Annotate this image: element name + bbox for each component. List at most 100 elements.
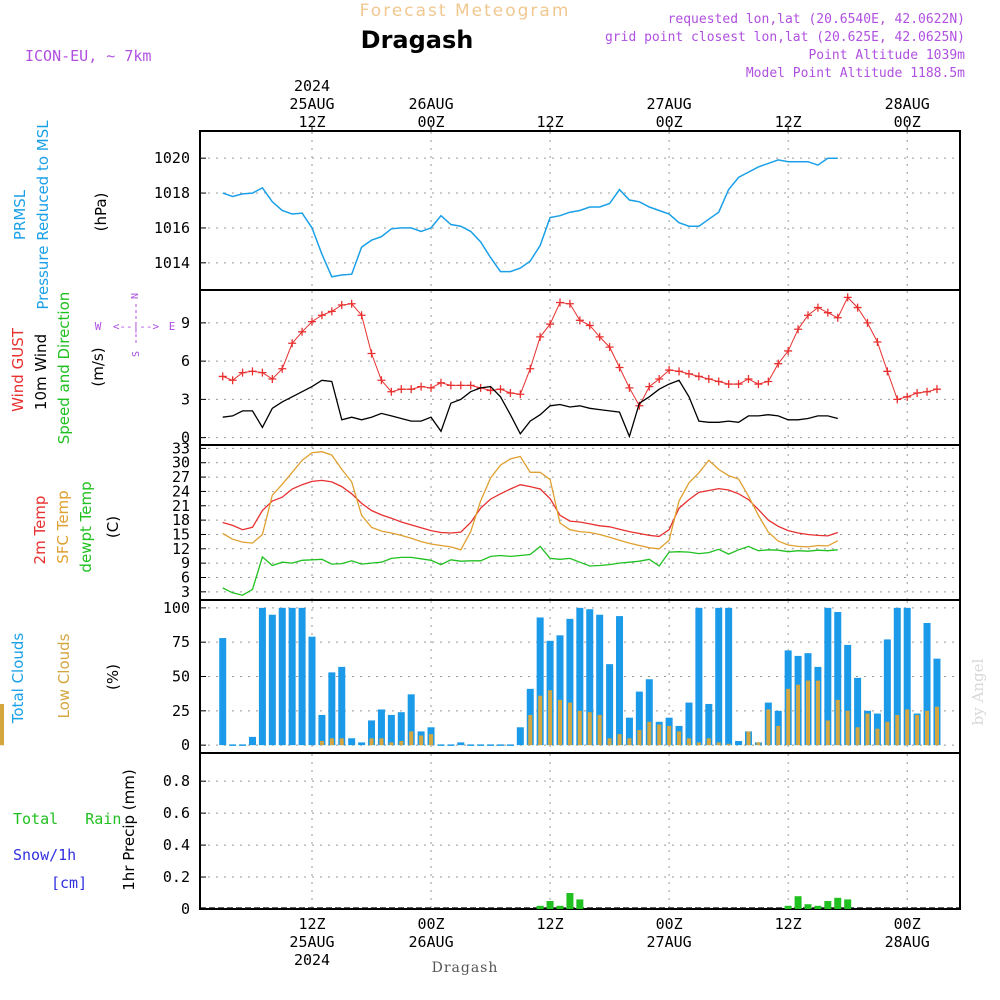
gust-marker [833, 313, 842, 322]
rain-bar [844, 899, 852, 909]
wind-unit: (m/s) [89, 347, 107, 386]
bottom-time-label: 12Z [775, 915, 802, 933]
cloud-label-low: Low Clouds [55, 633, 73, 718]
temp-tick-label: 18 [172, 511, 190, 529]
temp-2m-line [222, 479, 839, 538]
low-cloud-bar [558, 699, 562, 746]
precip-tick-label: 0.6 [163, 804, 190, 822]
gust-marker [873, 338, 882, 346]
temp-unit: (C) [104, 516, 122, 538]
total-cloud-bar [705, 703, 713, 746]
gust-marker [298, 327, 307, 336]
gust-marker [734, 380, 743, 389]
gust-marker [903, 392, 912, 401]
pressure-tick-label: 1014 [154, 254, 190, 272]
bottom-time-label: 00Z [656, 915, 683, 933]
low-cloud-bar [617, 734, 622, 746]
total-cloud-bar [596, 614, 604, 746]
low-cloud-bar [716, 742, 721, 746]
top-time-label: 2024 [294, 77, 330, 95]
total-cloud-bar [854, 677, 862, 746]
wind-tick-label: 3 [181, 390, 190, 408]
low-cloud-bar [686, 738, 691, 746]
gust-marker [704, 374, 713, 383]
low-cloud-bar [726, 743, 731, 746]
precip-panel [199, 752, 961, 910]
total-cloud-bar [824, 607, 832, 746]
low-cloud-bar [786, 688, 791, 746]
gust-marker [665, 366, 674, 375]
gust-marker [744, 374, 753, 383]
compass-w: W [95, 320, 102, 333]
temp-tick-label: 9 [181, 554, 190, 572]
total-cloud-bar [536, 617, 544, 746]
total-cloud-bar [377, 709, 385, 746]
pressure-label-msl: Pressure Reduced to MSL [34, 120, 52, 310]
low-cloud-bar [538, 695, 543, 746]
pressure-series [222, 157, 838, 278]
watermark: by Angel [969, 658, 987, 725]
total-cloud-bar [368, 720, 376, 746]
pressure-unit: (hPa) [92, 193, 110, 232]
point-altitude: Point Altitude 1039m [808, 48, 965, 63]
gust-marker [932, 385, 941, 394]
temp-tick-label: 6 [181, 568, 190, 586]
pressure-line [222, 157, 838, 278]
top-time-label: 00Z [656, 113, 683, 131]
total-cloud-bar [893, 607, 901, 746]
precip-tick-label: 0 [181, 900, 190, 918]
gust-marker [546, 320, 555, 329]
gust-marker [784, 346, 793, 355]
gust-marker [794, 325, 803, 334]
cloud-tick-label: 100 [163, 599, 190, 617]
low-cloud-bar [597, 714, 602, 746]
total-cloud-bar [358, 742, 366, 746]
bottom-time-label: 00Z [894, 915, 921, 933]
total-cloud-bar [834, 611, 842, 746]
wind-label-speed-dir: Speed and Direction [55, 292, 73, 445]
cloud-tick-label: 50 [172, 668, 190, 686]
gust-marker [258, 368, 267, 377]
gust-marker [565, 299, 574, 308]
gust-marker [655, 374, 664, 383]
gust-marker [486, 386, 495, 395]
gust-marker [843, 293, 852, 302]
top-time-label: 12Z [537, 113, 564, 131]
gust-marker [863, 318, 872, 327]
cloud-label-total: Total Clouds [9, 633, 27, 725]
total-cloud-bar [606, 664, 614, 746]
low-cloud-bar [409, 731, 414, 746]
total-cloud-bar [616, 616, 624, 746]
gust-marker [516, 390, 525, 399]
temp-tick-label: 30 [172, 454, 190, 472]
total-cloud-bar [645, 679, 653, 746]
low-cloud-bar [796, 684, 801, 746]
gust-marker [397, 385, 406, 394]
precip-label-cm: [cm] [51, 874, 87, 892]
total-cloud-bar [844, 644, 852, 746]
grid-point-coords: grid point closest lon,lat (20.625E, 42.… [605, 30, 965, 45]
gust-marker [218, 372, 227, 381]
gust-marker [625, 383, 634, 392]
top-time-label: 00Z [894, 113, 921, 131]
gust-marker [764, 377, 773, 386]
gust-marker [923, 387, 932, 396]
rain-bar [546, 901, 554, 909]
wind-panel [199, 289, 961, 446]
gust-marker [228, 376, 237, 385]
low-cloud-bar [756, 742, 761, 746]
wind-tick-label: 6 [181, 352, 190, 370]
total-cloud-bar [566, 618, 574, 746]
cloud-tick-label: 0 [181, 736, 190, 754]
bottom-time-label: 25AUG [289, 933, 334, 951]
pressure-tick-label: 1020 [154, 149, 190, 167]
gust-marker [585, 321, 594, 330]
cloud-tick-label: 25 [172, 702, 190, 720]
total-cloud-bar [457, 742, 465, 746]
cloud-unit: (%) [104, 664, 122, 690]
low-cloud-bar [399, 741, 404, 746]
top-time-label: 27AUG [647, 95, 692, 113]
pressure-tick-label: 1018 [154, 184, 190, 202]
